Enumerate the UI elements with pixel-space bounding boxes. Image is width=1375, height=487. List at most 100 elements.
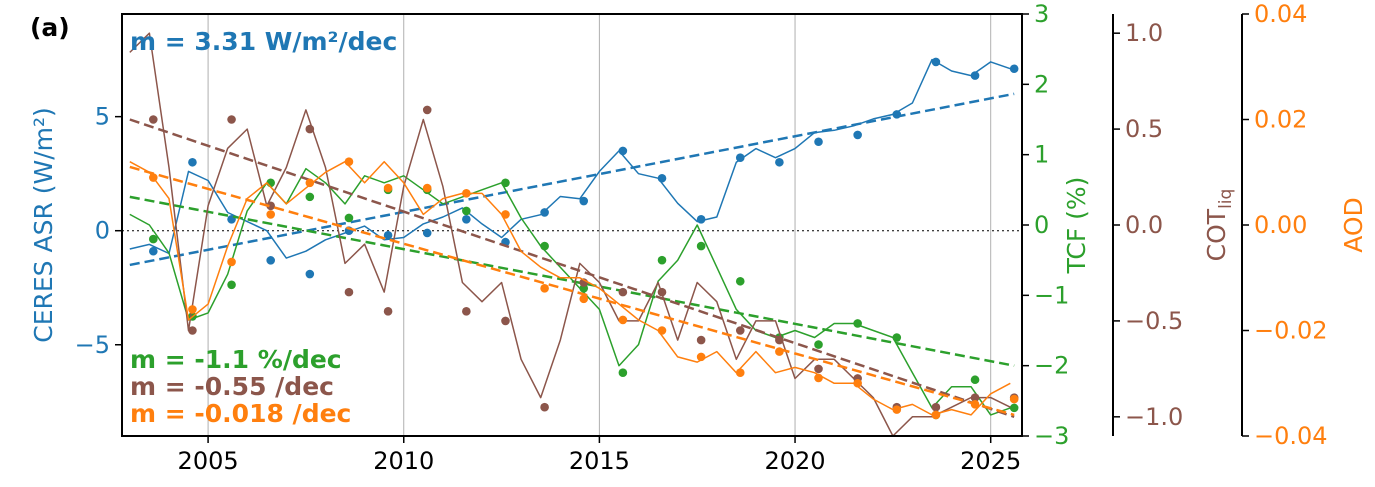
aod-tick-label: 0.04 bbox=[1254, 0, 1307, 28]
tcf-marker bbox=[344, 213, 354, 223]
cot-marker bbox=[735, 326, 745, 335]
asr-line bbox=[129, 58, 1011, 259]
tcf-marker bbox=[814, 340, 823, 349]
aod-marker bbox=[462, 189, 471, 198]
tcf-marker bbox=[970, 375, 980, 385]
aod-marker bbox=[1009, 394, 1019, 404]
tcf-tick-label: −1 bbox=[1034, 281, 1069, 309]
aod-marker bbox=[422, 183, 432, 193]
aod-marker bbox=[657, 326, 667, 335]
cot-tick-label: 0.5 bbox=[1125, 115, 1163, 143]
tcf-tick-label: 1 bbox=[1034, 141, 1049, 169]
aod-marker bbox=[618, 315, 628, 325]
aod-marker bbox=[188, 305, 197, 314]
aod-marker bbox=[735, 368, 745, 378]
tcf-marker bbox=[540, 241, 549, 251]
aod-trend-label: m = -0.018 /dec bbox=[130, 399, 351, 428]
aod-marker bbox=[892, 405, 902, 414]
asr-marker bbox=[579, 196, 589, 206]
asr-marker bbox=[462, 214, 471, 224]
tcf-marker bbox=[657, 255, 667, 265]
tcf-marker bbox=[462, 206, 471, 216]
tcf-marker bbox=[892, 333, 902, 342]
asr-marker bbox=[696, 214, 706, 224]
asr-marker bbox=[814, 137, 823, 147]
asr-trend-label: m = 3.31 W/m²/dec bbox=[130, 27, 397, 56]
tcf-marker bbox=[501, 178, 510, 188]
tcf-axis-label: TCF (%) bbox=[1062, 177, 1091, 275]
aod-marker bbox=[305, 178, 315, 188]
aod-marker bbox=[814, 373, 823, 383]
series-group bbox=[129, 32, 1019, 437]
asr-marker bbox=[188, 157, 197, 167]
aod-tick-label: −0.02 bbox=[1254, 317, 1328, 345]
tcf-tick-label: 2 bbox=[1034, 70, 1049, 98]
asr-marker bbox=[383, 230, 393, 240]
aod-marker bbox=[344, 157, 354, 166]
tcf-tick-label: −2 bbox=[1034, 352, 1069, 380]
asr-marker bbox=[305, 269, 315, 279]
tcf-trend-label: m = -1.1 %/dec bbox=[130, 345, 342, 374]
asr-marker bbox=[970, 71, 980, 80]
tcf-tick-label: 0 bbox=[1034, 211, 1049, 239]
aod-marker bbox=[383, 183, 393, 193]
aod-axis-label: AOD bbox=[1339, 197, 1368, 253]
cot-marker bbox=[618, 287, 628, 297]
aod-trend-line bbox=[129, 165, 1015, 417]
asr-tick-label: −5 bbox=[75, 331, 110, 359]
aod-marker bbox=[853, 378, 862, 388]
tcf-marker bbox=[1009, 403, 1019, 413]
asr-marker bbox=[1009, 64, 1019, 74]
cot-label-main: COT bbox=[1202, 208, 1231, 261]
asr-marker bbox=[618, 146, 628, 156]
cot-marker bbox=[383, 307, 393, 316]
aod-tick-label: 0.02 bbox=[1254, 106, 1307, 134]
cot-tick-label: −0.5 bbox=[1125, 307, 1183, 335]
tcf-tick-label: 3 bbox=[1034, 0, 1049, 28]
cot-label-sub: liq bbox=[1216, 189, 1236, 209]
asr-marker bbox=[735, 153, 745, 163]
tcf-marker bbox=[305, 192, 315, 202]
cot-marker bbox=[305, 124, 315, 134]
cot-marker bbox=[696, 335, 706, 345]
panel-label: (a) bbox=[30, 13, 70, 42]
text-group: (a) m = 3.31 W/m²/dec m = -1.1 %/dec m = -0… bbox=[30, 13, 397, 428]
asr-marker bbox=[266, 256, 275, 265]
asr-marker bbox=[422, 228, 432, 238]
cot-marker bbox=[422, 105, 432, 115]
aod-marker bbox=[696, 352, 706, 362]
aod-marker bbox=[579, 294, 589, 304]
cot-marker bbox=[501, 316, 510, 326]
x-tick-label: 2010 bbox=[373, 447, 434, 475]
asr-marker bbox=[657, 173, 667, 183]
asr-tick-label: 0 bbox=[95, 217, 110, 245]
asr-marker bbox=[775, 157, 784, 167]
cot-marker bbox=[931, 402, 941, 412]
tcf-tick-label: −3 bbox=[1034, 422, 1069, 450]
asr-marker bbox=[853, 130, 862, 140]
tcf-marker bbox=[735, 276, 745, 286]
aod-marker bbox=[227, 257, 236, 267]
cot-tick-label: −1.0 bbox=[1125, 403, 1183, 431]
cot-marker bbox=[657, 287, 667, 297]
cot-tick-label: 1.0 bbox=[1125, 19, 1163, 47]
aod-marker bbox=[266, 210, 275, 219]
x-tick-label: 2020 bbox=[765, 447, 826, 475]
asr-marker bbox=[540, 208, 549, 217]
cot-marker bbox=[462, 307, 471, 316]
cot-marker bbox=[970, 393, 980, 402]
aod-tick-label: −0.04 bbox=[1254, 422, 1328, 450]
tcf-marker bbox=[853, 319, 862, 328]
aod-marker bbox=[775, 347, 784, 356]
cot-line bbox=[129, 32, 1011, 437]
grid bbox=[207, 14, 992, 436]
aod-line bbox=[129, 160, 1011, 416]
cot-marker bbox=[344, 287, 354, 297]
cot-marker bbox=[149, 115, 158, 124]
aod-tick-label: 0.00 bbox=[1254, 211, 1307, 239]
asr-marker bbox=[149, 246, 158, 256]
cot-tick-label: 0.0 bbox=[1125, 211, 1163, 239]
asr-marker bbox=[931, 57, 941, 67]
cot-marker bbox=[814, 364, 823, 374]
